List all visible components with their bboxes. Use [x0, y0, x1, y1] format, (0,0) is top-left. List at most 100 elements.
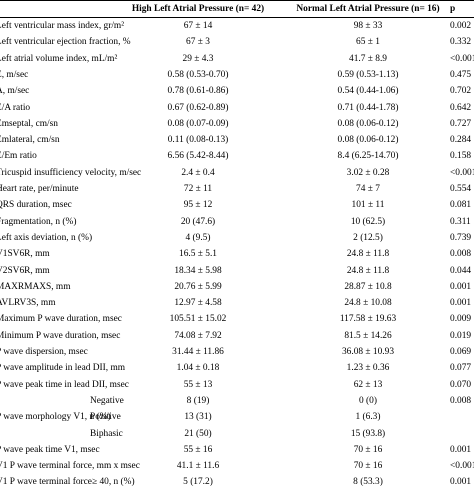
high-lap-value: 55 ± 13: [183, 379, 213, 390]
table-row: V1 P wave terminal force, mm x msec 41.1 …: [0, 458, 474, 474]
high-lap-value: 20.76 ± 5.99: [174, 281, 222, 292]
p-value: 0.009: [450, 314, 472, 325]
header-p: p: [450, 4, 456, 14]
row-label: E/A ratio: [0, 102, 31, 113]
table-row: Emseptal, cm/sn 0.08 (0.07-0.09) 0.08 (0.0…: [0, 116, 474, 132]
table-row: P wave dispersion, msec 31.44 ± 11.86 36.0…: [0, 344, 474, 360]
high-lap-value: 41.1 ± 11.6: [176, 461, 220, 472]
table-row: E/Em ratio 6.56 (5.42-8.44) 8.4 (6.25-14.7…: [0, 148, 474, 164]
normal-lap-value: 41.7 ± 8.9: [349, 53, 387, 64]
row-label: Fragmentation, n (%): [0, 216, 77, 227]
p-value: 0.019: [450, 330, 472, 341]
high-lap-value: 0.78 (0.61-0.86): [167, 86, 229, 97]
row-label: P wave morphology V1, n (%): [0, 412, 111, 423]
high-lap-value: 12.97 ± 4.58: [174, 298, 222, 309]
high-lap-value: 95 ± 12: [183, 200, 213, 211]
p-value: <0.001: [450, 53, 474, 64]
header-rule: [0, 17, 474, 18]
p-value: 0.554: [450, 184, 472, 194]
table-row: A, m/sec 0.78 (0.61-0.86) 0.54 (0.44-1.06)…: [0, 83, 474, 99]
normal-lap-value: 70 ± 16: [353, 461, 383, 472]
table-row: Left axis deviation, n (%) 4 (9.5) 2 (12.5…: [0, 230, 474, 246]
row-label: P wave amplitude in lead DII, mm: [0, 363, 126, 374]
normal-lap-value: 0.59 (0.53-1.13): [337, 69, 399, 80]
high-lap-value: 74.08 ± 7.92: [174, 330, 222, 341]
row-label: Tricuspid insufficiency velocity, m/sec: [0, 167, 142, 178]
high-lap-value: 0.08 (0.07-0.09): [167, 118, 229, 129]
table-row: Fragmentation, n (%) 20 (47.6) 10 (62.5) 0.…: [0, 214, 474, 230]
high-lap-value: 29 ± 4.3: [182, 53, 214, 64]
row-label: V1 P wave terminal force, mm x msec: [0, 461, 140, 472]
row-label: V1 P wave terminal force≥ 40, n (%): [0, 477, 135, 488]
p-value: 0.001: [450, 444, 472, 455]
row-label: Left ventricular ejection fraction, %: [0, 37, 131, 48]
p-value: 0.008: [450, 395, 472, 406]
normal-lap-value: 1.23 ± 0.36: [346, 363, 390, 374]
p-value: 0.001: [450, 281, 472, 292]
p-value: 0.332: [450, 37, 472, 48]
row-label: Left ventricular mass index, gr/m²: [0, 21, 125, 31]
row-label: Emlateral, cm/sn: [0, 135, 60, 146]
p-value: 0.642: [450, 102, 472, 113]
table-row: P wave peak time in lead DII, msec 55 ± 1…: [0, 377, 474, 393]
header-row: High Left Atrial Pressure (n= 42) Normal…: [0, 1, 474, 17]
p-value: 0.044: [450, 265, 472, 276]
high-lap-value: 5 (17.2): [183, 477, 213, 488]
table-row: Left ventricular ejection fraction, % 67 …: [0, 34, 474, 50]
p-value: 0.008: [450, 249, 472, 260]
high-lap-value: 18.34 ± 5.98: [174, 265, 222, 276]
normal-lap-value: 2 (12.5): [353, 232, 383, 243]
p-value: 0.070: [450, 379, 472, 390]
p-value: 0.001: [450, 298, 472, 309]
table-row: V2SV6R, mm 18.34 ± 5.98 24.8 ± 11.8 0.044: [0, 263, 474, 279]
table-row: P wave amplitude in lead DII, mm 1.04 ± 0…: [0, 360, 474, 376]
high-lap-value: 55 ± 16: [183, 444, 213, 455]
row-label: MAXRMAXS, mm: [0, 281, 71, 292]
table-row: Minimum P wave duration, msec 74.08 ± 7.9…: [0, 328, 474, 344]
row-label: P wave peak time V1, msec: [0, 444, 100, 455]
row-label: QRS duration, msec: [0, 200, 72, 211]
table-row: E, m/sec 0.58 (0.53-0.70) 0.59 (0.53-1.13)…: [0, 67, 474, 83]
p-value: 0.702: [450, 86, 472, 97]
p-value: 0.001: [450, 477, 472, 488]
normal-lap-value: 3.02 ± 0.28: [346, 167, 390, 178]
normal-lap-value: 81.5 ± 14.26: [344, 330, 392, 341]
row-label: AVLRV3S, mm: [0, 298, 56, 309]
row-label: V1SV6R, mm: [0, 249, 50, 260]
normal-lap-value: 98 ± 33: [353, 21, 383, 31]
row-sublabel: Pozitive: [90, 412, 121, 423]
p-value: 0.311: [450, 216, 471, 227]
table-row: V1 P wave terminal force≥ 40, n (%) 5 (17…: [0, 474, 474, 490]
p-value: <0.001: [450, 167, 474, 178]
row-sublabel: Biphasic: [90, 428, 123, 439]
p-value: 0.069: [450, 347, 472, 357]
row-label: Maximum P wave duration, msec: [0, 314, 122, 325]
high-lap-value: 1.04 ± 0.18: [176, 363, 220, 374]
normal-lap-value: 8 (53.3): [353, 477, 383, 488]
row-label: Minimum P wave duration, msec: [0, 330, 121, 341]
row-label: P wave dispersion, msec: [0, 347, 88, 357]
normal-lap-value: 74 ± 7: [356, 184, 380, 194]
p-value: 0.077: [450, 363, 472, 374]
high-lap-value: 31.44 ± 11.86: [172, 347, 224, 357]
p-value: 0.284: [450, 135, 472, 146]
table-row: Negative 8 (19) 0 (0) 0.008: [0, 393, 474, 409]
header-normal-lap: Normal Left Atrial Pressure (n= 16): [296, 4, 440, 14]
p-value: 0.727: [450, 118, 472, 129]
high-lap-value: 20 (47.6): [180, 216, 216, 227]
normal-lap-value: 8.4 (6.25-14.70): [337, 151, 399, 162]
normal-lap-value: 10 (62.5): [350, 216, 386, 227]
p-value: 0.475: [450, 69, 472, 80]
high-lap-value: 16.5 ± 5.1: [179, 249, 217, 260]
high-lap-value: 105.51 ± 15.02: [169, 314, 227, 325]
high-lap-value: 72 ± 11: [183, 184, 213, 194]
row-label: Left axis deviation, n (%): [0, 232, 93, 243]
table-row: Heart rate, per/minute 72 ± 11 74 ± 7 0.554: [0, 181, 474, 197]
row-label: Heart rate, per/minute: [0, 184, 79, 194]
normal-lap-value: 65 ± 1: [356, 37, 380, 48]
normal-lap-value: 24.8 ± 10.08: [344, 298, 392, 309]
high-lap-value: 6.56 (5.42-8.44): [167, 151, 229, 162]
normal-lap-value: 101 ± 11: [351, 200, 385, 211]
table-row: Tricuspid insufficiency velocity, m/sec 2…: [0, 165, 474, 181]
normal-lap-value: 0.54 (0.44-1.06): [337, 86, 399, 97]
